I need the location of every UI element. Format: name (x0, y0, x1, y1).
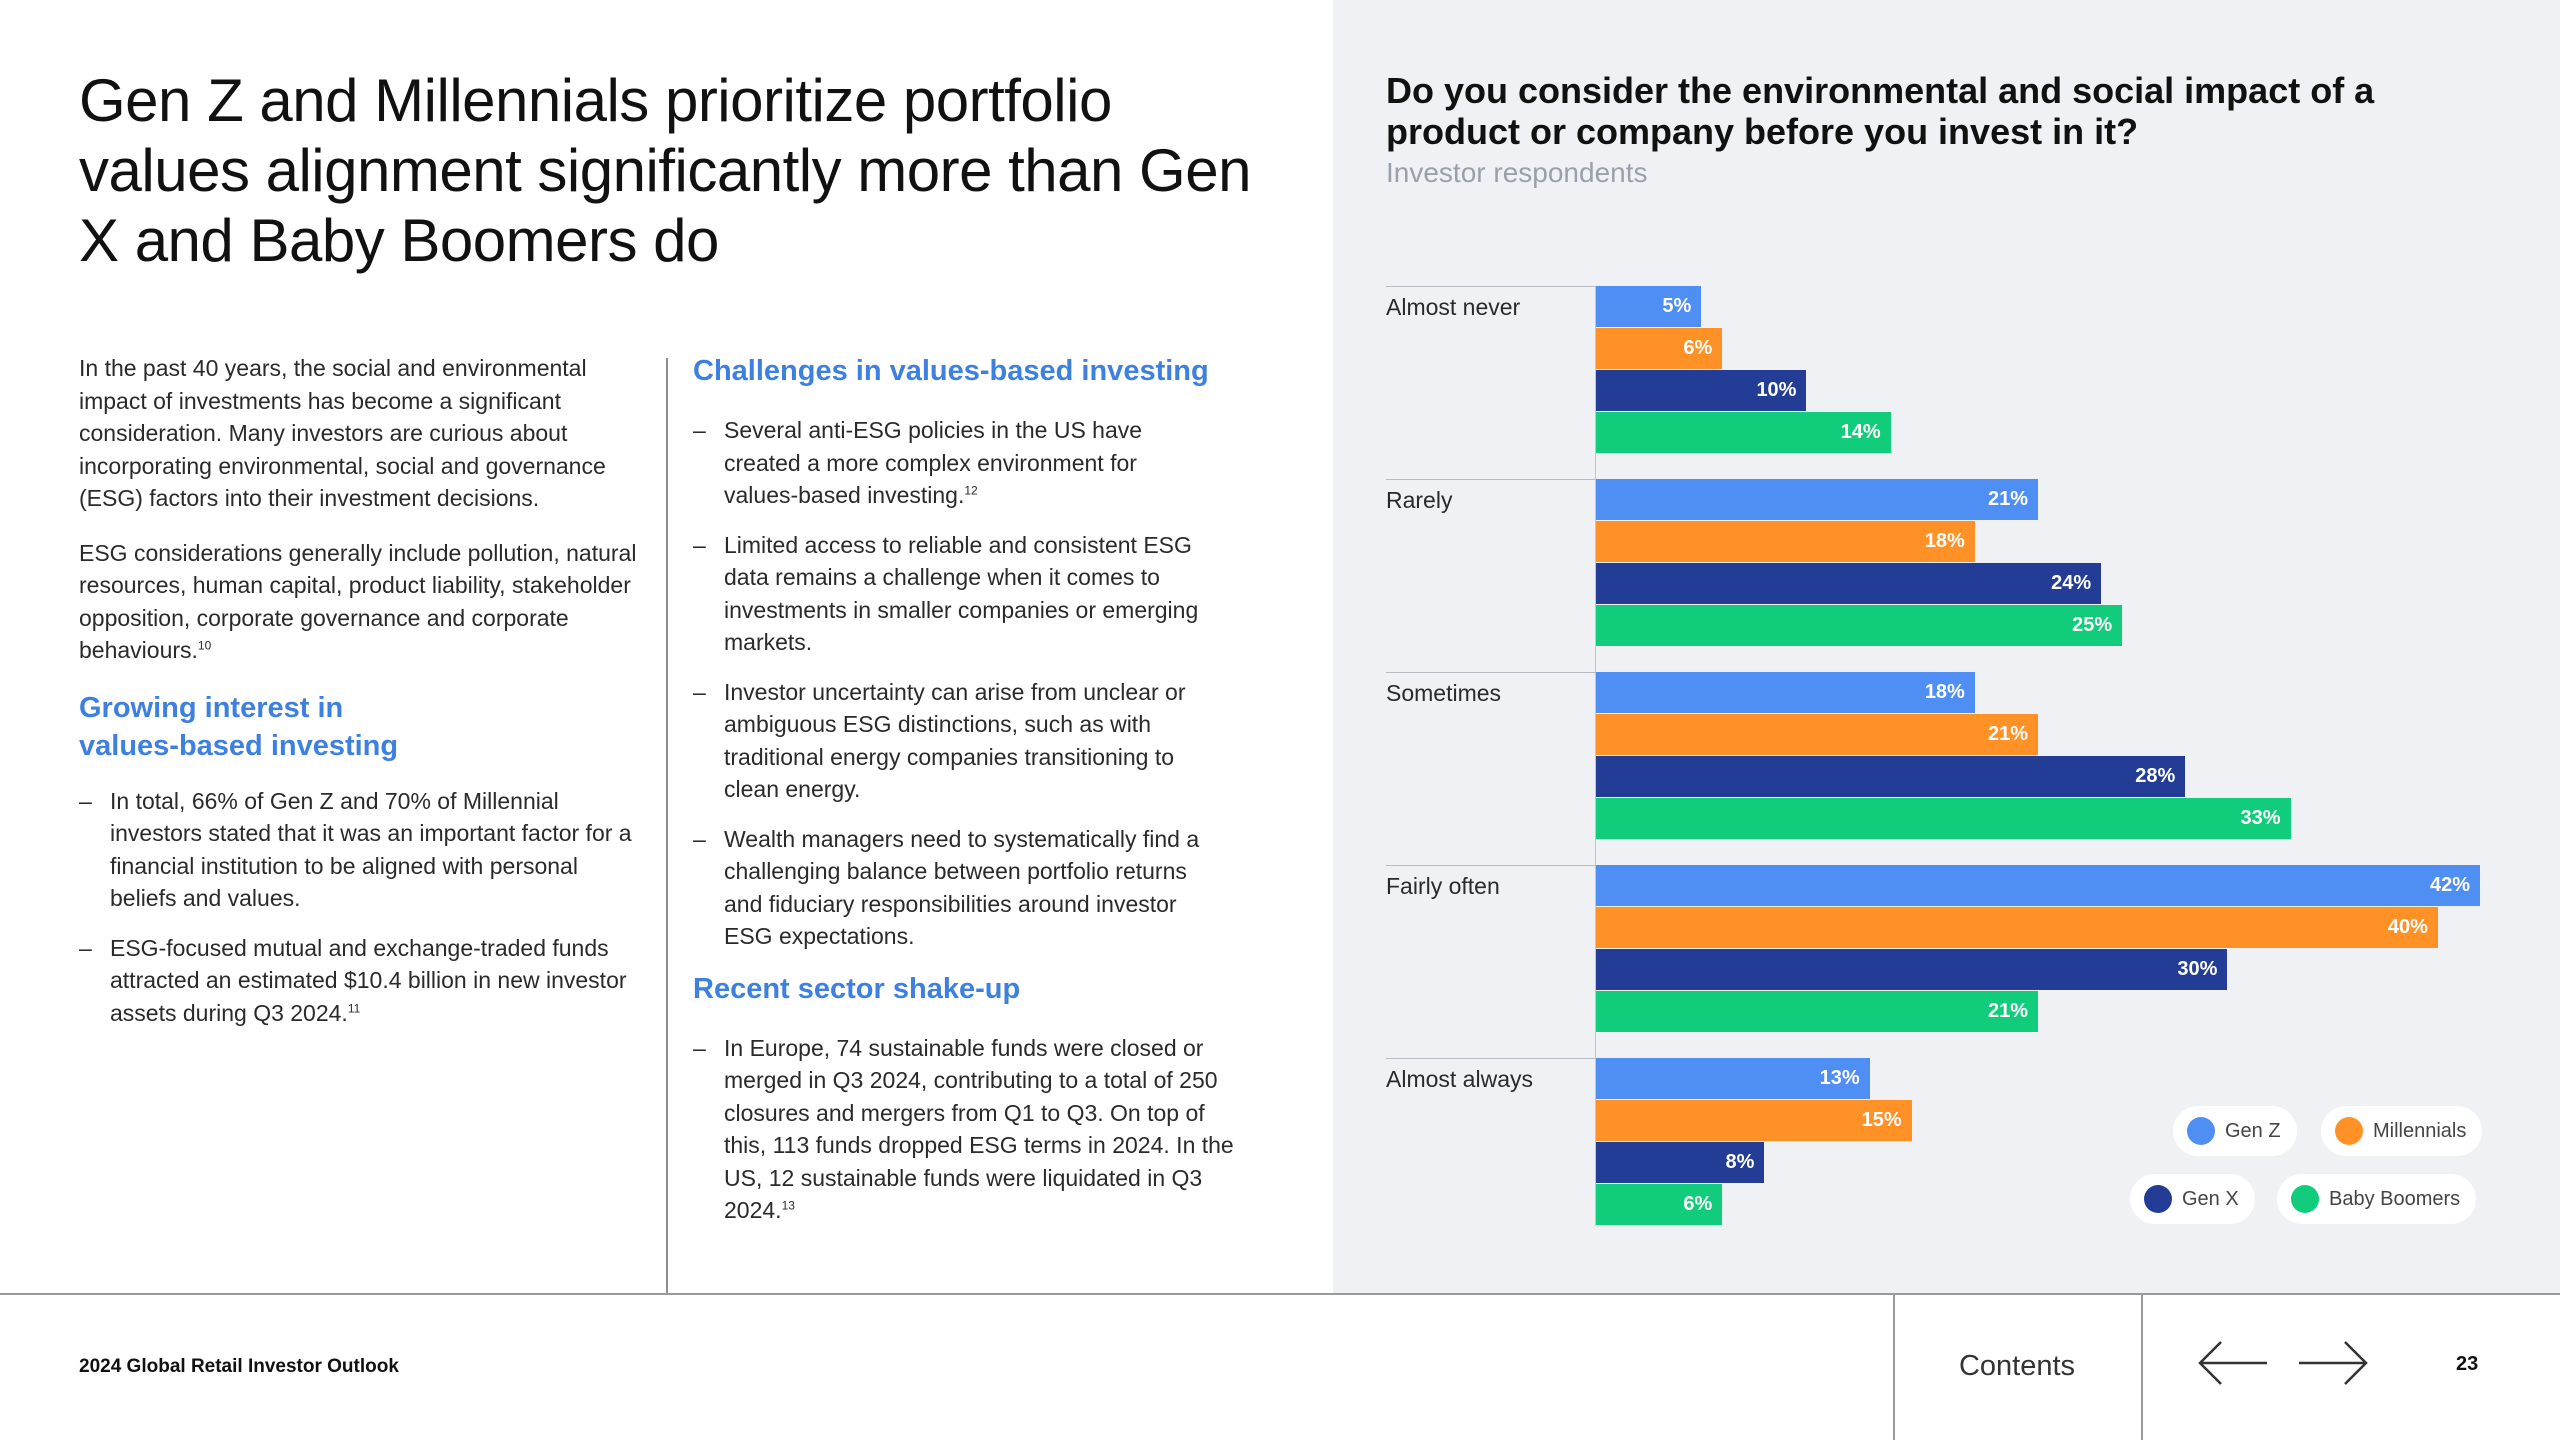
footnote-ref[interactable]: 10 (197, 638, 212, 653)
list-item: ESG-focused mutual and exchange-traded f… (79, 932, 639, 1030)
list-item: Several anti-ESG policies in the US have… (693, 414, 1203, 512)
legend-item-millennials: Millennials (2321, 1106, 2483, 1156)
legend-swatch (2187, 1117, 2215, 1145)
contents-link[interactable]: Contents (1958, 1350, 2076, 1382)
legend-swatch (2291, 1185, 2319, 1213)
esg-paragraph: ESG considerations generally include pol… (79, 539, 637, 664)
footnote-ref[interactable]: 11 (347, 1000, 361, 1015)
list-item: Investor uncertainty can arise from uncl… (693, 676, 1203, 806)
legend-item-gen-z: Gen Z (2173, 1106, 2297, 1156)
growing-interest-list: In total, 66% of Gen Z and 70% of Millen… (79, 785, 639, 1030)
shakeup-heading: Recent sector shake-up (693, 972, 1021, 1005)
middle-column: Challenges in values-based investing Sev… (693, 352, 1273, 1244)
legend-label: Gen Z (2225, 1119, 2281, 1142)
list-item: In total, 66% of Gen Z and 70% of Millen… (79, 785, 639, 915)
page-number: 23 (2456, 1353, 2479, 1375)
page-title: Gen Z and Millennials prioritize portfol… (79, 67, 1251, 274)
challenges-heading: Challenges in values-based investing (693, 355, 1209, 387)
column-divider (666, 358, 668, 1293)
legend-label: Millennials (2373, 1119, 2467, 1142)
arrow-left-icon[interactable] (2197, 1338, 2269, 1388)
legend-swatch (2144, 1185, 2172, 1213)
chart-panel-background (1333, 0, 2560, 1293)
list-item: Limited access to reliable and consisten… (693, 529, 1203, 659)
legend-label: Gen X (2182, 1187, 2239, 1210)
footer-divider (0, 1293, 2560, 1295)
growing-interest-heading: Growing interest in values-based investi… (79, 691, 399, 762)
chart-title: Do you consider the environmental and so… (1386, 70, 2375, 152)
footer-divider-left (1893, 1293, 1895, 1440)
legend-swatch (2335, 1117, 2363, 1145)
arrow-right-icon[interactable] (2297, 1338, 2369, 1388)
footnote-ref[interactable]: 13 (781, 1198, 795, 1213)
footer-divider-right (2141, 1293, 2143, 1440)
legend-item-baby-boomers: Baby Boomers (2277, 1174, 2477, 1224)
footnote-ref[interactable]: 12 (964, 483, 978, 498)
legend-label: Baby Boomers (2329, 1187, 2461, 1210)
list-item: In Europe, 74 sustainable funds were clo… (693, 1032, 1253, 1227)
chart-subtitle: Investor respondents (1386, 157, 1648, 188)
report-title: 2024 Global Retail Investor Outlook (79, 1356, 399, 1377)
legend-item-gen-x: Gen X (2130, 1174, 2255, 1224)
list-item: Wealth managers need to systematically f… (693, 823, 1203, 953)
challenges-list: Several anti-ESG policies in the US have… (693, 414, 1203, 953)
intro-paragraph: In the past 40 years, the social and env… (79, 355, 606, 511)
left-column: In the past 40 years, the social and env… (79, 352, 639, 1046)
shakeup-list: In Europe, 74 sustainable funds were clo… (693, 1032, 1253, 1227)
